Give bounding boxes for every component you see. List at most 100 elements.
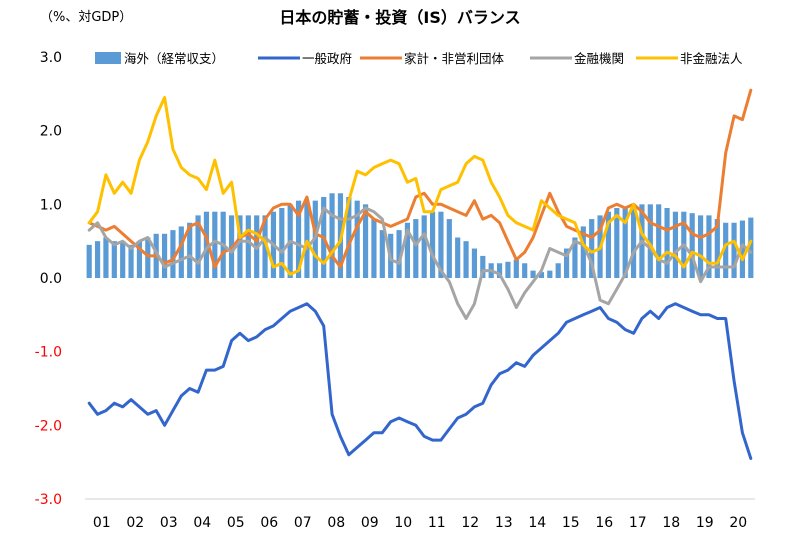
bar-overseas (262, 215, 268, 278)
bar-overseas (178, 226, 184, 278)
x-tick-label: 14 (528, 515, 546, 531)
bar-overseas (522, 263, 528, 278)
bar-overseas (136, 241, 143, 278)
bar-overseas (203, 211, 210, 278)
bar-overseas (572, 237, 578, 278)
bar-overseas (346, 196, 352, 278)
legend-label-overseas: 海外（経常収支） (124, 51, 224, 66)
x-tick-label: 10 (394, 515, 412, 531)
bar-overseas (429, 211, 436, 278)
bar-overseas (563, 248, 570, 278)
legend-label-household: 家計・非営利団体 (404, 51, 505, 66)
bar-overseas (555, 263, 561, 278)
bar-overseas (605, 211, 612, 278)
bar-overseas (672, 211, 679, 278)
bar-overseas (723, 222, 729, 278)
x-tick-label: 18 (662, 515, 680, 531)
bar-overseas (103, 237, 109, 278)
bar-overseas (128, 244, 134, 278)
legend-label-government: 一般政府 (302, 51, 352, 66)
bar-overseas (354, 200, 360, 278)
bar-overseas (739, 220, 746, 278)
y-tick-label: -1.0 (35, 345, 62, 361)
bar-overseas (622, 208, 628, 278)
bar-overseas (111, 241, 117, 278)
bar-overseas (664, 208, 670, 278)
line-government (87, 302, 753, 460)
bar-overseas (589, 219, 595, 278)
y-tick-label: -3.0 (35, 492, 62, 508)
bar-overseas (329, 193, 335, 278)
legend-swatch-overseas (95, 52, 121, 64)
y-tick-label: 0.0 (40, 271, 62, 287)
bar-overseas (714, 219, 720, 278)
line-financial (87, 206, 753, 320)
bar-overseas (120, 241, 126, 278)
bar-overseas (371, 219, 377, 278)
bar-overseas (455, 237, 461, 278)
bar-overseas (706, 215, 712, 278)
bar-overseas (279, 208, 285, 278)
bar-overseas (94, 241, 101, 278)
bar-overseas (614, 208, 620, 278)
bar-overseas (513, 259, 519, 278)
bar-overseas (145, 237, 151, 278)
x-tick-label: 19 (696, 515, 714, 531)
bar-overseas (463, 241, 469, 278)
x-tick-label: 08 (327, 515, 345, 531)
bar-overseas (413, 219, 419, 278)
bar-overseas (505, 261, 511, 278)
x-tick-label: 01 (93, 515, 111, 531)
x-tick-label: 11 (428, 515, 446, 531)
x-tick-label: 05 (227, 515, 245, 531)
bar-overseas (396, 230, 402, 278)
bar-overseas (86, 244, 92, 278)
bar-overseas (689, 213, 695, 278)
bar-overseas (304, 200, 310, 278)
bar-overseas (480, 255, 486, 278)
legend-label-financial: 金融機関 (574, 51, 624, 66)
bar-overseas (547, 270, 553, 278)
bar-overseas (379, 230, 385, 278)
x-tick-label: 12 (461, 515, 479, 531)
x-axis: 01 02 03 04 05 06 07 08 09 10 11 12 13 14 15 16 17 18 19 20 (85, 498, 755, 531)
bar-overseas (362, 204, 369, 278)
y-tick-label: 2.0 (40, 124, 62, 140)
x-tick-label: 02 (126, 515, 144, 531)
bar-overseas (471, 248, 478, 278)
bar-overseas (438, 211, 444, 278)
bar-overseas (496, 263, 503, 278)
bar-overseas (187, 222, 193, 278)
bar-overseas (170, 230, 176, 278)
x-tick-label: 03 (160, 515, 178, 531)
x-tick-label: 16 (595, 515, 613, 531)
x-tick-label: 20 (729, 515, 747, 531)
bar-overseas (697, 215, 704, 278)
bar-overseas (656, 204, 662, 278)
legend: 海外（経常収支） 一般政府 家計・非営利団体 金融機関 非金融法人 (95, 51, 743, 66)
x-tick-label: 15 (562, 515, 580, 531)
bar-overseas (212, 211, 218, 278)
bar-overseas (161, 233, 168, 278)
x-tick-label: 09 (361, 515, 379, 531)
y-axis: 3.0 2.0 1.0 0.0 -1.0 -2.0 -3.0 (35, 50, 62, 508)
bar-overseas (295, 200, 302, 278)
bar-overseas (446, 219, 452, 278)
bar-overseas (245, 215, 251, 278)
x-tick-label: 07 (294, 515, 312, 531)
y-tick-label: 3.0 (40, 50, 62, 66)
bar-overseas (195, 215, 201, 278)
bar-overseas (731, 222, 737, 278)
chart-title: 日本の貯蓄・投資（IS）バランス (279, 8, 520, 27)
bar-overseas (647, 204, 653, 278)
x-tick-label: 13 (495, 515, 513, 531)
x-tick-label: 17 (629, 515, 647, 531)
bar-overseas (530, 270, 536, 278)
bar-overseas (580, 226, 586, 278)
bar-overseas (630, 204, 637, 278)
lines-layer (87, 88, 753, 460)
y-tick-label: -2.0 (35, 418, 62, 434)
legend-label-nonfinancial: 非金融法人 (680, 51, 743, 66)
